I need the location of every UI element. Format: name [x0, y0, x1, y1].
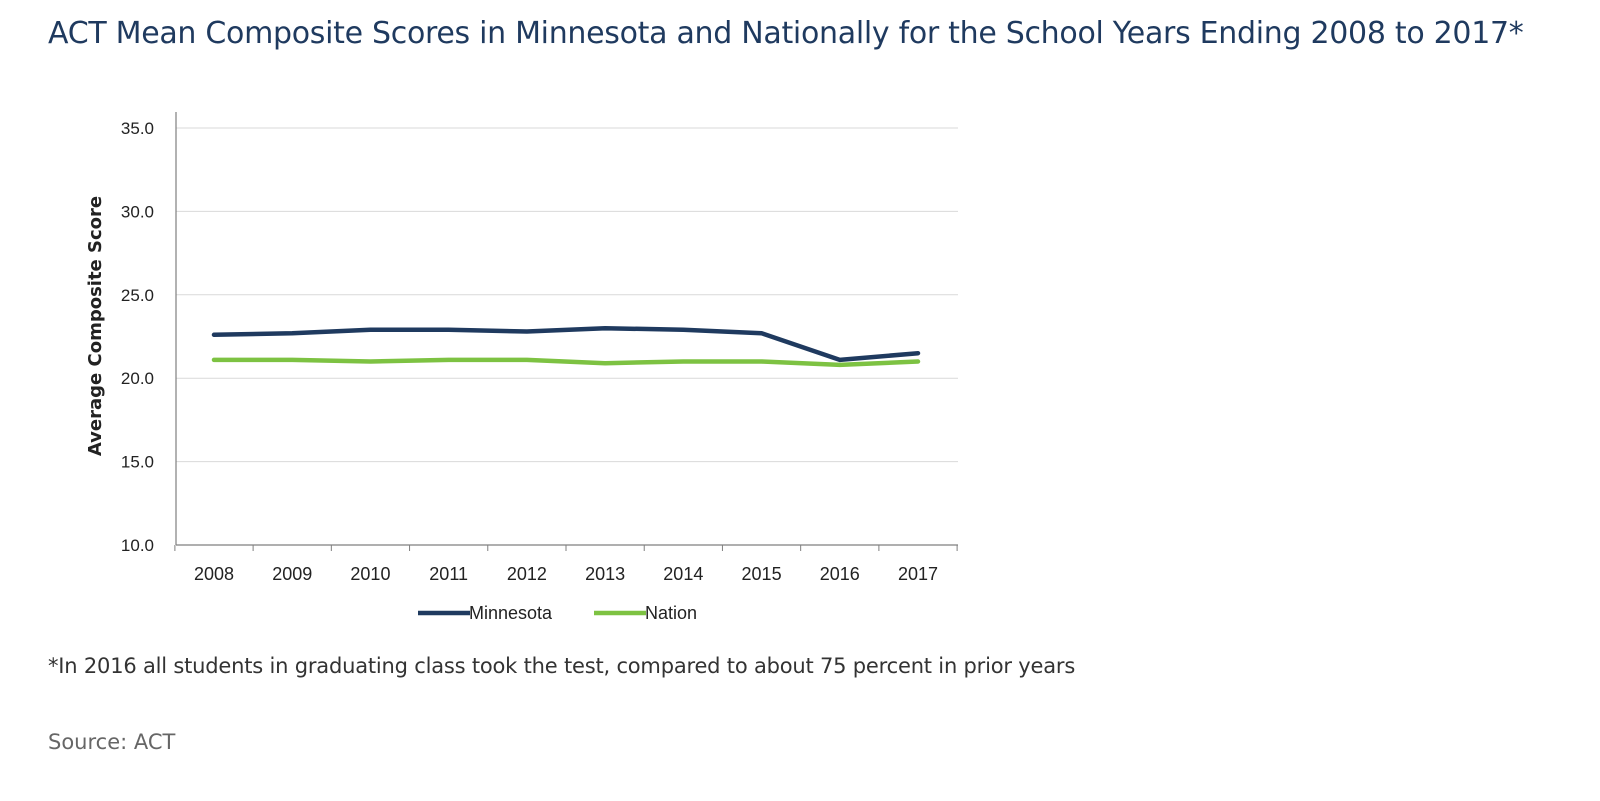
legend: Minnesota Nation [418, 603, 697, 623]
series-line-nation [211, 357, 921, 368]
x-tick-label: 2013 [585, 564, 625, 584]
y-tick-label: 10.0 [121, 536, 154, 555]
page-title: ACT Mean Composite Scores in Minnesota a… [48, 16, 1524, 51]
x-tick-label: 2015 [742, 564, 782, 584]
line-chart: 10.0 15.0 20.0 25.0 30.0 35.0 2008 2009 2010 201… [85, 112, 958, 623]
x-tick-label: 2009 [272, 564, 312, 584]
legend-label-minnesota: Minnesota [469, 603, 553, 623]
x-tick-label: 2014 [663, 564, 703, 584]
x-tick-label: 2017 [898, 564, 938, 584]
x-tick-label: 2012 [507, 564, 547, 584]
y-tick-label: 30.0 [121, 202, 154, 221]
x-tick-labels: 2008 2009 2010 2011 2012 2013 2014 2015 2016 2017 [194, 564, 938, 584]
x-tick-label: 2010 [350, 564, 390, 584]
x-tick-label: 2008 [194, 564, 234, 584]
footnote: *In 2016 all students in graduating clas… [48, 654, 1076, 678]
axes [174, 112, 958, 551]
y-tick-label: 20.0 [121, 369, 154, 388]
grid-lines [176, 127, 958, 463]
y-axis-label: Average Composite Score [85, 196, 106, 456]
y-tick-labels: 10.0 15.0 20.0 25.0 30.0 35.0 [121, 119, 154, 555]
legend-label-nation: Nation [645, 603, 697, 623]
series-lines [211, 325, 921, 368]
series-line-minnesota [211, 325, 921, 363]
x-tick-label: 2016 [820, 564, 860, 584]
y-tick-label: 15.0 [121, 453, 154, 472]
source-note: Source: ACT [48, 730, 176, 754]
x-tick-label: 2011 [429, 564, 468, 584]
y-tick-label: 35.0 [121, 119, 154, 138]
y-tick-label: 25.0 [121, 286, 154, 305]
